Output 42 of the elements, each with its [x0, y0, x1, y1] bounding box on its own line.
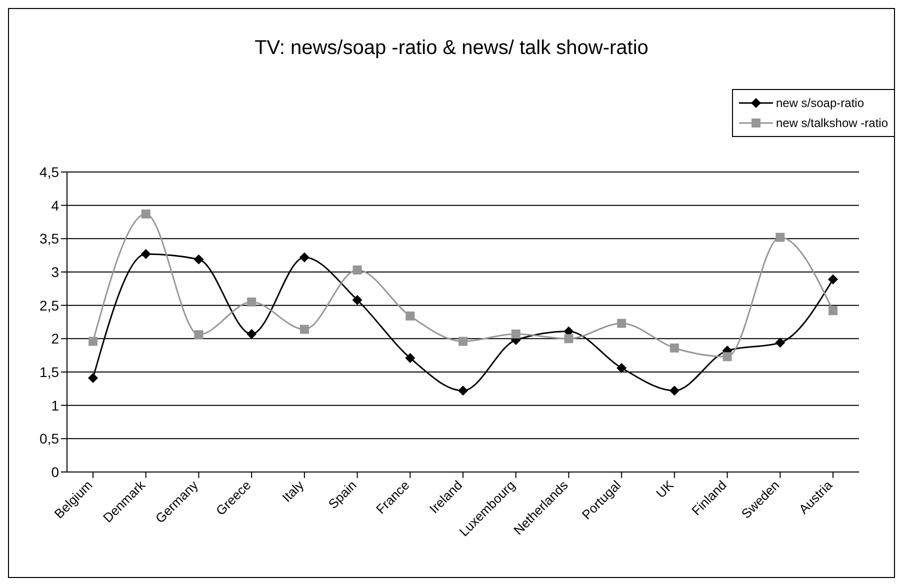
- point: [352, 295, 362, 305]
- point: [352, 266, 362, 274]
- point: [564, 334, 574, 344]
- point: [247, 298, 256, 306]
- point: [140, 249, 151, 259]
- point: [88, 373, 98, 383]
- y-tick-label: 2,5: [40, 297, 60, 314]
- y-tick-label: 4,5: [40, 164, 60, 180]
- point: [141, 210, 150, 218]
- point: [617, 318, 626, 328]
- legend-label: new s/soap-ratio: [776, 96, 864, 110]
- point: [669, 386, 680, 396]
- y-tick-label: 4: [51, 197, 60, 214]
- point: [828, 306, 838, 316]
- point: [458, 386, 468, 396]
- point: [775, 338, 786, 348]
- point: [194, 254, 204, 264]
- point: [88, 336, 98, 346]
- y-tick-label: 0,5: [40, 430, 60, 447]
- point: [828, 274, 838, 284]
- point: [194, 330, 204, 340]
- y-tick-label: 0: [51, 464, 60, 480]
- y-tick-label: 3,5: [40, 230, 60, 247]
- point: [722, 352, 732, 362]
- point: [670, 344, 679, 352]
- point: [405, 353, 416, 363]
- point: [300, 324, 309, 334]
- point: [776, 232, 785, 242]
- point: [616, 363, 627, 373]
- point: [246, 329, 257, 339]
- y-tick-label: 2: [51, 330, 60, 347]
- point: [406, 312, 415, 320]
- x-tick-label: UK: [653, 477, 677, 501]
- y-tick-label: 1: [51, 397, 60, 414]
- x-tick-label: Italy: [279, 477, 307, 505]
- point: [511, 330, 520, 338]
- y-tick-label: 3: [51, 264, 60, 280]
- point: [458, 336, 468, 346]
- point: [299, 252, 310, 262]
- y-tick-label: 1,5: [40, 364, 60, 380]
- legend-label: new s/talkshow -ratio: [776, 116, 888, 130]
- chart-title: TV: news/soap -ratio & news/ talk show-ratio: [254, 37, 650, 60]
